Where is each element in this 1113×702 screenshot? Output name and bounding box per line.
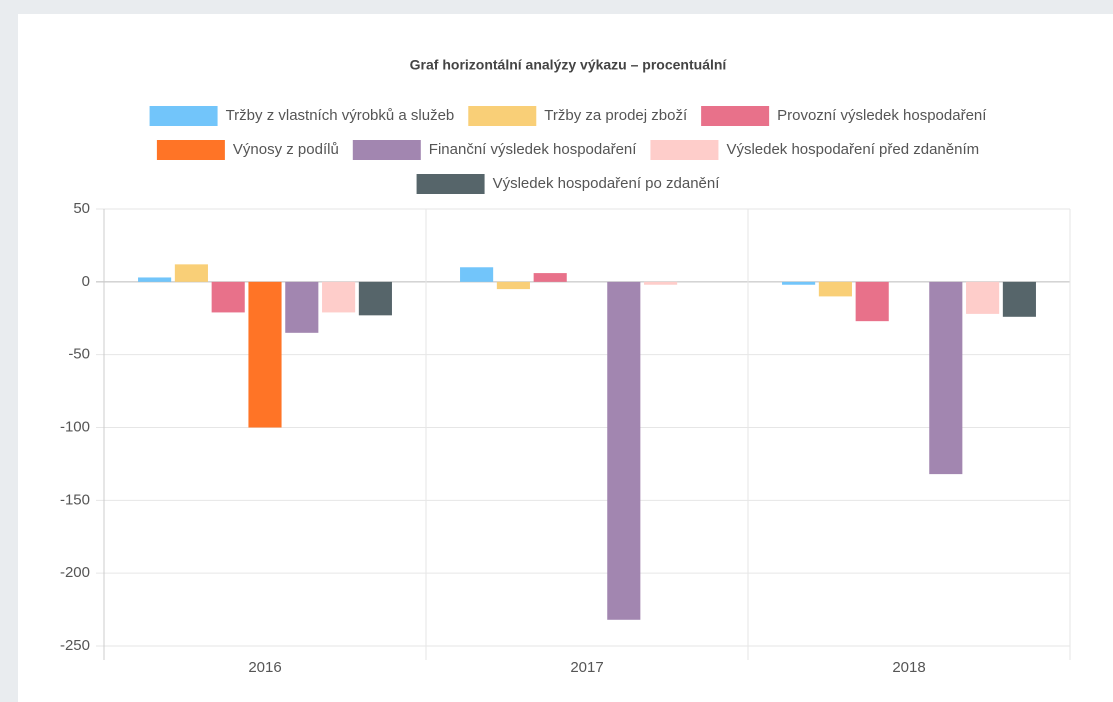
x-tick-label: 2016	[248, 659, 281, 676]
chart-title: Graf horizontální analýzy výkazu – proce…	[410, 57, 728, 73]
bar	[460, 267, 494, 282]
legend-swatch	[416, 174, 485, 194]
bar	[1002, 281, 1036, 317]
legend-swatch	[352, 140, 421, 160]
y-tick-label: -250	[60, 637, 90, 654]
legend-swatch	[650, 140, 719, 160]
x-tick-label: 2017	[570, 659, 603, 676]
legend-label: Výnosy z podílů	[233, 141, 339, 158]
y-tick-label: 50	[73, 200, 90, 217]
bar	[607, 281, 641, 620]
bar	[138, 277, 172, 282]
legend-label: Provozní výsledek hospodaření	[777, 107, 987, 124]
bar	[496, 281, 530, 290]
y-tick-label: -200	[60, 564, 90, 581]
legend-swatch	[156, 140, 225, 160]
bar	[533, 273, 567, 282]
legend-label: Výsledek hospodaření před zdaněním	[726, 141, 979, 158]
bar	[248, 281, 282, 428]
bar	[211, 281, 245, 313]
legend-label: Tržby za prodej zboží	[544, 107, 688, 124]
legend-label: Výsledek hospodaření po zdanění	[493, 175, 721, 192]
y-tick-label: 0	[82, 273, 90, 290]
y-tick-label: -50	[68, 346, 90, 363]
bar	[855, 281, 889, 322]
bar	[782, 281, 816, 285]
bar	[818, 281, 852, 297]
bar	[966, 281, 1000, 314]
y-tick-label: -150	[60, 491, 90, 508]
x-tick-label: 2018	[892, 659, 925, 676]
legend-swatch	[149, 106, 218, 126]
bar	[174, 264, 208, 282]
legend-swatch	[468, 106, 537, 126]
bar	[644, 281, 678, 285]
bar	[285, 281, 319, 333]
legend-swatch	[701, 106, 770, 126]
bar	[322, 281, 356, 313]
bar	[929, 281, 963, 475]
bar	[358, 281, 392, 316]
legend-label: Tržby z vlastních výrobků a služeb	[226, 107, 455, 124]
legend-label: Finanční výsledek hospodaření	[429, 141, 637, 158]
y-tick-label: -100	[60, 418, 90, 435]
